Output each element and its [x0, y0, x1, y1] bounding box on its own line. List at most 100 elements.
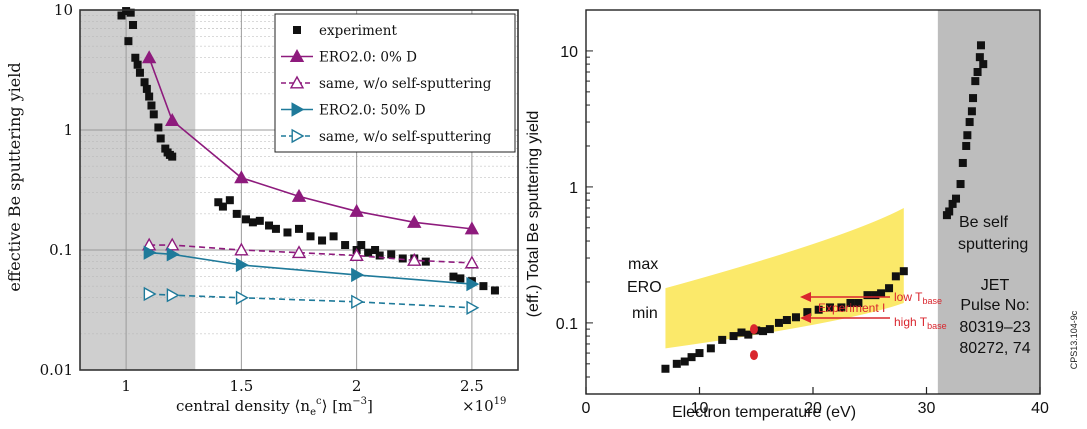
experiment-point [117, 11, 126, 20]
self-sputtering-label-2: sputtering [958, 236, 1028, 253]
experiment-point [126, 8, 135, 17]
experiment-point [490, 286, 499, 295]
ero-point [349, 203, 364, 217]
left-series-line [149, 293, 472, 309]
ero-point [464, 255, 480, 269]
measurement-point [826, 303, 835, 312]
left-x-label-text: central density ⟨n [176, 397, 310, 415]
right-chart: 0 10 20 30 40 0.1 1 10 (eff.) Total Be sputteri… [525, 9, 1079, 421]
ero-point [165, 113, 180, 126]
ero-point [351, 294, 365, 310]
experiment-point [131, 53, 140, 62]
high-t-label-sub: base [927, 321, 947, 331]
measurement-point [976, 41, 985, 50]
jet-label-3: 80319–23 [959, 319, 1030, 336]
left-x-label-sub: e [310, 407, 316, 418]
figure-code: CPS13.104-9c [1069, 310, 1079, 369]
measurement-point [945, 207, 954, 216]
experiment-point [357, 241, 366, 250]
measurement-point [952, 194, 961, 203]
low-t-label-text: low T [894, 290, 923, 304]
ero-point [165, 237, 180, 251]
right-x-tick-label: 20 [804, 400, 822, 417]
right-y-tick-label: 0.1 [556, 316, 578, 333]
ero-band [665, 207, 904, 349]
left-y-axis-label: effective Be sputtering yield [5, 62, 24, 291]
experiment-point [154, 123, 163, 132]
experiment-point [149, 110, 158, 119]
legend-label: same, w/o self-sputtering [319, 76, 492, 92]
experiment-point [122, 7, 131, 16]
experiment-point [147, 101, 156, 110]
ero-point [291, 245, 307, 259]
experiment-point [421, 257, 430, 266]
experiment-point [218, 202, 227, 211]
measurement-point [765, 325, 774, 334]
experiment-i-point [749, 324, 758, 335]
left-x-label-unit-sup: −3 [352, 396, 367, 407]
measurement-point [885, 284, 894, 293]
measurement-point [729, 332, 738, 341]
band-max-label: max [628, 256, 658, 273]
measurement-point [661, 364, 670, 373]
arrows [800, 292, 890, 323]
experiment-point [398, 254, 407, 263]
experiment-point [225, 196, 234, 205]
experiment-point [135, 68, 144, 77]
legend-label: experiment [319, 23, 397, 39]
ero-point [166, 288, 180, 303]
ero-point [234, 242, 249, 256]
right-x-tick-label: 30 [918, 400, 936, 417]
experiment-point [124, 37, 133, 46]
experiment-point [449, 272, 458, 281]
measurement-point [956, 180, 965, 189]
experiment-point [145, 92, 154, 101]
left-x-multiplier-base: ×10 [462, 397, 494, 415]
left-x-multiplier-exp: 19 [494, 396, 507, 407]
left-x-label-close: ] [367, 397, 373, 415]
measurement-point [969, 94, 978, 103]
low-t-label-sub: base [922, 296, 942, 306]
ero-point [407, 214, 422, 228]
high-t-label-text: high T [894, 315, 928, 329]
experiment-point [232, 209, 241, 218]
measurement-point [774, 318, 783, 327]
measurement-point [963, 131, 972, 140]
left-x-multiplier: ×1019 [462, 396, 506, 415]
measurement-point [837, 303, 846, 312]
experiment-point [329, 232, 338, 241]
ero-point [349, 248, 364, 261]
right-x-tick-label: 0 [582, 400, 591, 417]
legend-label: same, w/o self-sputtering [319, 129, 492, 145]
ero-point [466, 276, 480, 292]
measurement-point [948, 199, 957, 208]
experiment-point [479, 282, 488, 291]
right-y-axis-label: (eff.) Total Be sputtering yield [525, 111, 542, 318]
experiment-point [387, 250, 396, 259]
left-ticks: 1 1.5 2 2.5 0.01 0.1 1 10 [40, 1, 484, 395]
legend-label: ERO2.0: 0% D [319, 50, 417, 66]
measurement-point [759, 327, 768, 336]
measurement-point [967, 107, 976, 116]
experiment-point [142, 84, 151, 93]
ero-point [143, 245, 157, 260]
measurement-point [958, 158, 967, 167]
experiment-point [318, 236, 327, 245]
left-x-label-tail: ⟩ [m [322, 397, 353, 415]
left-plot-frame [79, 9, 519, 371]
low-t-label: low Tbase [894, 290, 942, 306]
measurement-point [899, 267, 908, 276]
measurement-point [718, 335, 727, 344]
ero-point [235, 290, 249, 305]
experiment-point [283, 228, 292, 237]
ero-point [464, 221, 480, 235]
experiment-point [364, 248, 373, 257]
right-ticks: 0 10 20 30 40 0.1 1 10 [556, 9, 1049, 417]
band-min-label: min [632, 305, 658, 322]
right-series [661, 41, 988, 373]
measurement-point [891, 272, 900, 281]
experiment-point [129, 20, 138, 29]
measurement-point [962, 141, 971, 150]
experiment-point [371, 246, 380, 254]
left-x-tick-label: 2.5 [460, 377, 484, 395]
